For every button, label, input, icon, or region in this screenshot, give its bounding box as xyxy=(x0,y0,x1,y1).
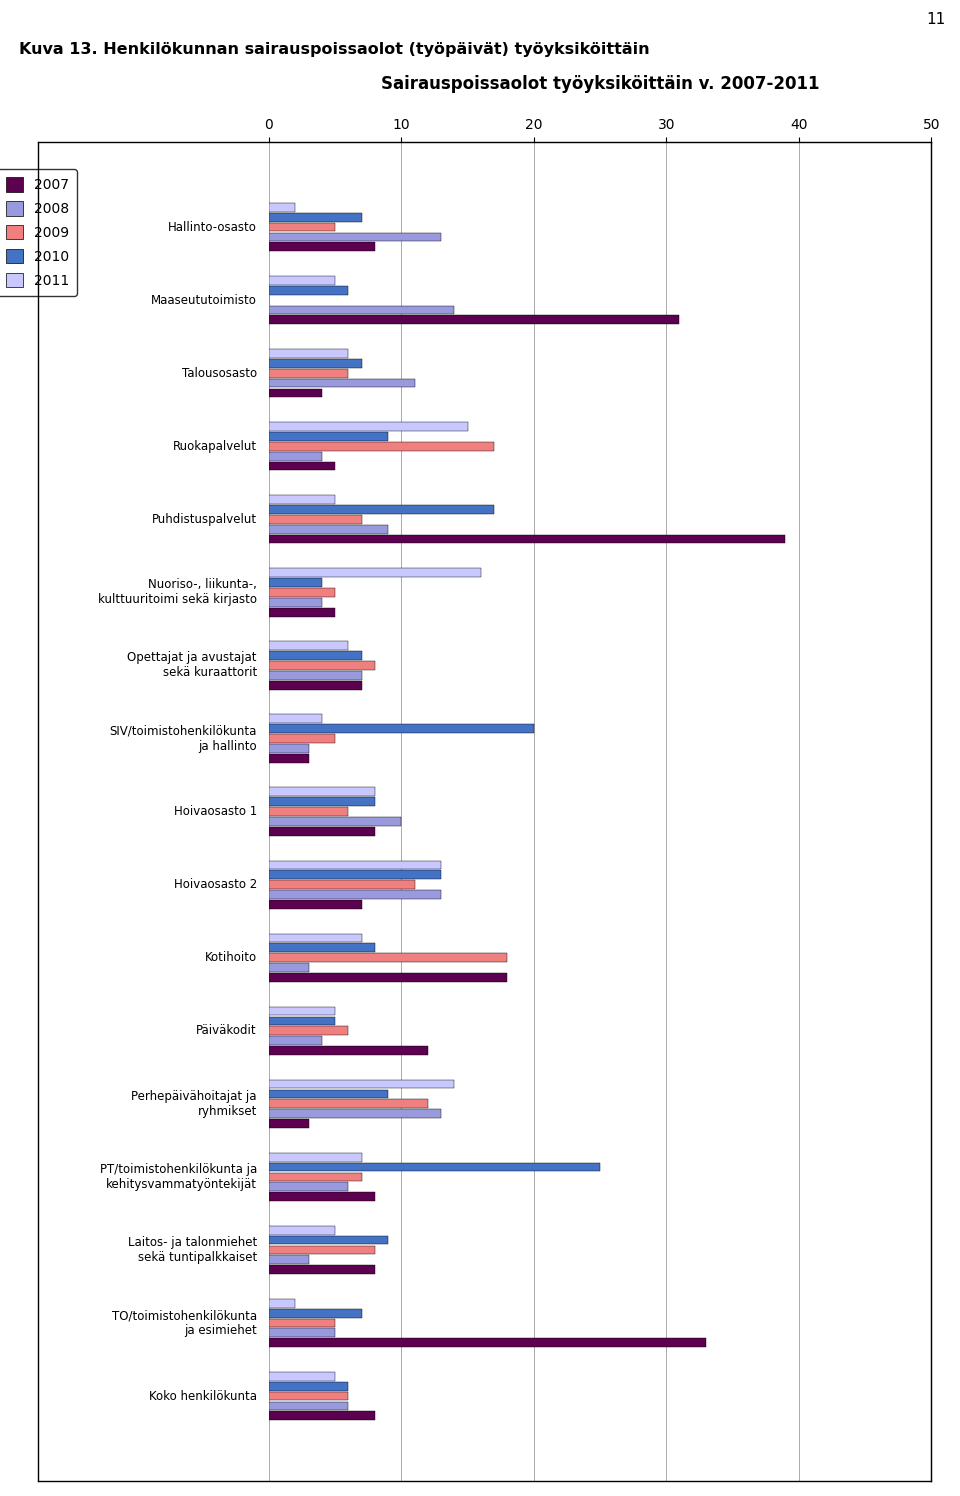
Bar xyxy=(269,1007,335,1016)
Bar xyxy=(269,953,507,962)
Bar xyxy=(269,422,468,431)
Bar xyxy=(269,1173,362,1182)
Bar xyxy=(269,568,481,577)
Bar xyxy=(269,286,348,295)
Bar xyxy=(269,607,335,616)
Bar xyxy=(269,1089,388,1098)
Bar xyxy=(269,441,494,450)
Bar xyxy=(269,860,441,869)
Bar xyxy=(269,1266,374,1275)
Bar xyxy=(269,534,785,543)
Text: 11: 11 xyxy=(926,12,946,27)
Bar xyxy=(269,1339,706,1346)
Bar xyxy=(269,890,441,899)
Bar xyxy=(269,1299,296,1308)
Bar xyxy=(269,1037,322,1046)
Bar xyxy=(269,1309,362,1318)
Bar xyxy=(269,588,335,597)
Bar xyxy=(269,277,335,284)
Bar xyxy=(269,316,680,325)
Bar xyxy=(269,577,322,586)
Bar xyxy=(269,1153,362,1161)
Bar xyxy=(269,972,507,981)
Bar xyxy=(269,305,454,314)
Bar xyxy=(269,744,308,752)
Bar xyxy=(269,1162,600,1171)
Bar xyxy=(269,1236,388,1245)
Bar xyxy=(269,378,415,387)
Bar xyxy=(269,670,362,679)
Bar xyxy=(269,452,322,461)
Bar xyxy=(269,242,374,251)
Bar xyxy=(269,715,322,723)
Bar xyxy=(269,212,362,221)
Bar xyxy=(269,1382,348,1391)
Bar xyxy=(269,432,388,441)
Bar xyxy=(269,1402,348,1411)
Bar xyxy=(269,1119,308,1128)
Bar xyxy=(269,515,362,524)
Bar xyxy=(269,735,335,744)
Bar xyxy=(269,724,534,733)
Bar xyxy=(269,1110,441,1118)
Bar xyxy=(269,871,441,880)
Bar xyxy=(269,1026,348,1035)
Bar xyxy=(269,598,322,607)
Bar xyxy=(269,808,348,815)
Title: Sairauspoissaolot työyksiköittäin v. 2007-2011: Sairauspoissaolot työyksiköittäin v. 200… xyxy=(381,75,819,93)
Bar xyxy=(269,681,362,690)
Bar xyxy=(269,506,494,513)
Bar xyxy=(269,1391,348,1400)
Bar xyxy=(269,359,362,368)
Bar xyxy=(269,797,374,806)
Bar xyxy=(269,370,348,377)
Bar xyxy=(269,232,441,241)
Bar xyxy=(269,880,415,889)
Bar xyxy=(269,934,362,942)
Bar xyxy=(269,827,374,836)
Legend: 2007, 2008, 2009, 2010, 2011: 2007, 2008, 2009, 2010, 2011 xyxy=(0,169,77,296)
Bar xyxy=(269,1100,428,1109)
Bar xyxy=(269,1046,428,1055)
Bar xyxy=(269,963,308,972)
Bar xyxy=(269,1411,374,1420)
Bar xyxy=(269,944,374,953)
Bar xyxy=(269,1318,335,1327)
Bar xyxy=(269,462,335,470)
Bar xyxy=(269,389,322,398)
Bar xyxy=(269,787,374,796)
Bar xyxy=(269,1255,308,1264)
Bar xyxy=(269,349,348,358)
Bar xyxy=(269,1192,374,1201)
Text: Kuva 13. Henkilökunnan sairauspoissaolot (työpäivät) työyksiköittäin: Kuva 13. Henkilökunnan sairauspoissaolot… xyxy=(19,42,650,57)
Bar xyxy=(269,642,348,651)
Bar xyxy=(269,1080,454,1089)
Bar xyxy=(269,1246,374,1254)
Bar xyxy=(269,1225,335,1234)
Bar xyxy=(269,901,362,908)
Bar xyxy=(269,1182,348,1191)
Bar xyxy=(269,661,374,670)
Bar xyxy=(269,1016,335,1025)
Bar xyxy=(269,1372,335,1381)
Bar xyxy=(269,223,335,232)
Bar xyxy=(269,525,388,534)
Bar xyxy=(269,495,335,504)
Bar xyxy=(269,651,362,660)
Bar xyxy=(269,203,296,212)
Bar xyxy=(269,1328,335,1337)
Bar xyxy=(269,754,308,763)
Bar xyxy=(269,817,401,826)
